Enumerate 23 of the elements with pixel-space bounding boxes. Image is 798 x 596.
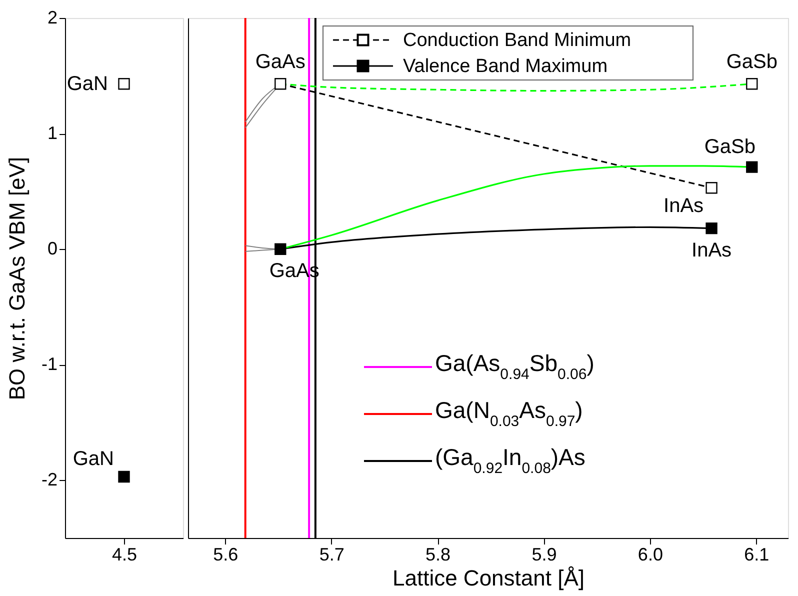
x-tick-label: 5.6	[213, 544, 238, 564]
annotation: GaAs	[255, 50, 306, 73]
x-tick-label: 5.9	[532, 544, 557, 564]
x-axis-title: Lattice Constant [Å]	[392, 566, 584, 590]
annotation: InAs	[664, 194, 704, 217]
y-axis-title: BO w.r.t. GaAs VBM [eV]	[4, 156, 30, 400]
y-tick-label: 2	[47, 8, 58, 28]
annotation: GaSb	[726, 50, 778, 73]
x-tick-label: 5.7	[319, 544, 344, 564]
y-tick-label: 0	[47, 238, 58, 259]
annotation: InAs	[692, 239, 732, 262]
annotation: GaN	[72, 448, 114, 470]
x-tick-label: 5.8	[426, 544, 451, 564]
y-tick-label: -1	[41, 354, 58, 374]
x-tick-label: 6.0	[638, 544, 663, 564]
legend-label: Conduction Band Minimum	[403, 30, 632, 51]
y-tick-label: 1	[47, 123, 58, 144]
annotation: GaN	[66, 72, 108, 95]
annotation: GaSb	[704, 136, 756, 158]
x-tick-label: 4.5	[112, 544, 138, 564]
legend-label: Valence Band Maximum	[403, 56, 608, 77]
y-tick-label: -2	[41, 470, 58, 490]
x-tick-label: 6.1	[744, 544, 770, 564]
